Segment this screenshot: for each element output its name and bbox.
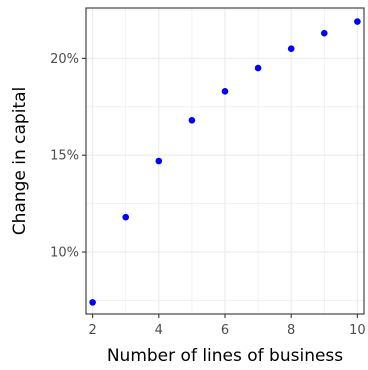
data-point <box>221 87 229 95</box>
data-point <box>188 117 196 124</box>
y-axis-ticks: 10% 15% 20% <box>50 52 86 261</box>
y-axis-title: Change in capital <box>10 87 30 235</box>
data-point <box>254 64 262 72</box>
data-point <box>320 29 328 37</box>
data-point <box>287 45 295 52</box>
x-tick-label: 4 <box>155 323 163 338</box>
y-tick-label: 15% <box>50 149 79 164</box>
x-tick-label: 8 <box>287 323 295 338</box>
x-tick-label: 2 <box>88 323 96 338</box>
data-point <box>122 213 130 221</box>
y-tick-label: 20% <box>50 52 79 67</box>
y-tick-label: 10% <box>50 246 79 261</box>
data-point <box>89 299 96 306</box>
x-axis-ticks: 2 4 6 8 10 <box>88 314 366 338</box>
data-point <box>354 18 361 25</box>
x-axis-title: Number of lines of business <box>107 346 343 366</box>
x-tick-label: 10 <box>349 323 366 338</box>
data-points <box>89 18 361 306</box>
data-point <box>155 157 163 165</box>
x-tick-label: 6 <box>221 323 229 338</box>
major-gridlines <box>86 8 364 314</box>
